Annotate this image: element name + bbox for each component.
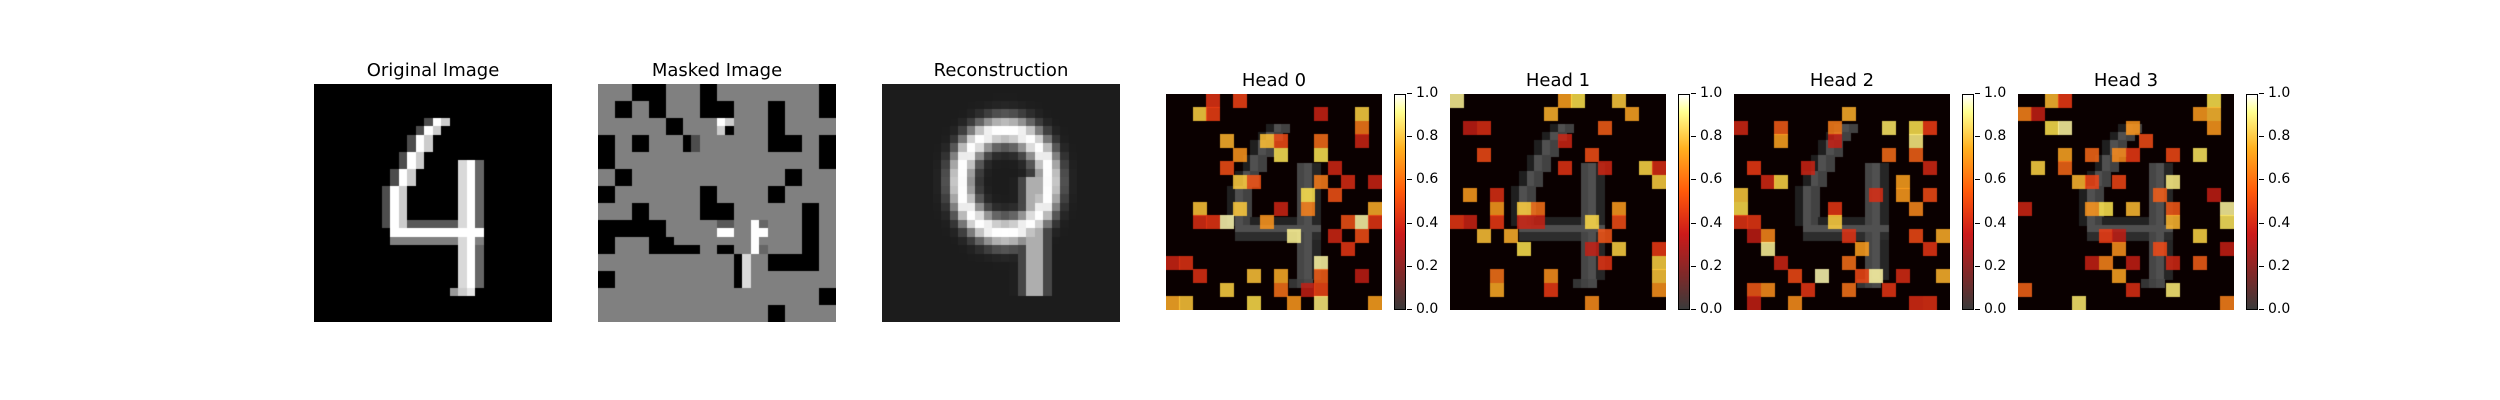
head-2-colorbar	[1962, 94, 1974, 310]
head-0-title: Head 0	[1241, 70, 1307, 91]
head-3-title: Head 3	[2093, 70, 2159, 91]
panel-head-1: Head 1 0.0 0.2 0.4 0.6 0.8 1.0	[1450, 68, 1723, 328]
panel-head-2: Head 2 0.0 0.2 0.4 0.6 0.8 1.0	[1734, 68, 2007, 328]
colorbar-tick-label: 0.8	[1406, 128, 1439, 145]
head-0-attention-map	[1166, 94, 1382, 310]
panel-head-3: Head 3 0.0 0.2 0.4 0.6 0.8 1.0	[2018, 68, 2291, 328]
colorbar-tick-label: 0.0	[1406, 301, 1439, 317]
head-0-colorbar	[1394, 94, 1406, 310]
colorbar-tick-label: 0.8	[1690, 128, 1723, 145]
colorbar-tick-label: 0.6	[1690, 171, 1723, 188]
colorbar-tick-label: 0.2	[2258, 257, 2291, 274]
panel-original-image: Original Image	[314, 58, 552, 328]
reconstruction-title: Reconstruction	[933, 60, 1069, 81]
colorbar-tick-label: 0.0	[2258, 301, 2291, 317]
original-image	[314, 84, 552, 322]
panel-masked-image: Masked Image	[598, 58, 836, 328]
colorbar-tick-label: 0.2	[1690, 257, 1723, 274]
head-1-attention-map	[1450, 94, 1666, 310]
colorbar-tick-label: 0.4	[1690, 214, 1723, 231]
masked-image	[598, 84, 836, 322]
colorbar-tick-label: 1.0	[1974, 85, 2007, 101]
colorbar-tick-label: 0.2	[1974, 257, 2007, 274]
colorbar-tick-label: 0.8	[2258, 128, 2291, 145]
colorbar-tick-label: 0.0	[1690, 301, 1723, 317]
head-2-attention-map	[1734, 94, 1950, 310]
panel-head-0: Head 0 0.0 0.2 0.4 0.6 0.8 1.0	[1166, 68, 1439, 328]
colorbar-tick-label: 0.6	[1974, 171, 2007, 188]
colorbar-tick-label: 1.0	[2258, 85, 2291, 101]
colorbar-tick-label: 0.8	[1974, 128, 2007, 145]
panel-reconstruction: Reconstruction	[882, 58, 1120, 328]
reconstruction-image	[882, 84, 1120, 322]
original-image-title: Original Image	[366, 60, 500, 81]
colorbar-tick-label: 1.0	[1406, 85, 1439, 101]
head-3-attention-map	[2018, 94, 2234, 310]
colorbar-tick-label: 0.6	[2258, 171, 2291, 188]
head-2-title: Head 2	[1809, 70, 1875, 91]
colorbar-tick-label: 0.2	[1406, 257, 1439, 274]
colorbar-tick-label: 1.0	[1690, 85, 1723, 101]
colorbar-tick-label: 0.0	[1974, 301, 2007, 317]
colorbar-tick-label: 0.6	[1406, 171, 1439, 188]
colorbar-tick-label: 0.4	[2258, 214, 2291, 231]
colorbar-tick-label: 0.4	[1974, 214, 2007, 231]
head-1-colorbar	[1678, 94, 1690, 310]
masked-image-title: Masked Image	[651, 60, 783, 81]
colorbar-tick-label: 0.4	[1406, 214, 1439, 231]
head-3-colorbar	[2246, 94, 2258, 310]
head-1-title: Head 1	[1525, 70, 1591, 91]
